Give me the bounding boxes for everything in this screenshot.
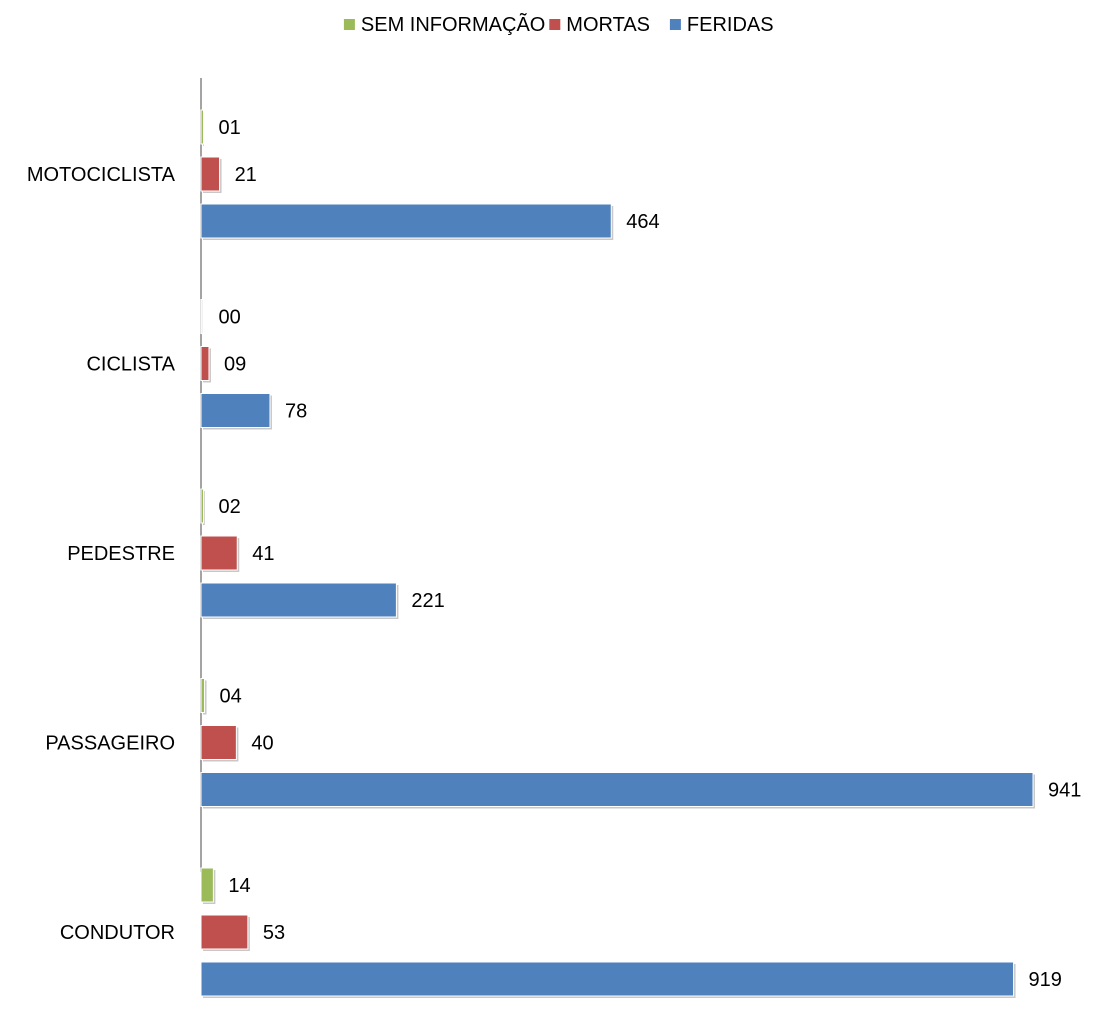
legend-label-mortas: MORTAS [566, 14, 650, 36]
bar-passageiro-mortas [200, 725, 237, 760]
data-label-motociclista-mortas: 21 [235, 164, 257, 186]
category-label-pedestre: PEDESTRE [67, 543, 175, 565]
data-label-passageiro-mortas: 40 [251, 733, 273, 755]
data-label-condutor-feridas: 919 [1029, 969, 1062, 991]
legend-swatch-feridas [669, 19, 681, 30]
legend-label-feridas: FERIDAS [687, 14, 774, 36]
bar-ciclista-mortas [200, 346, 210, 381]
data-label-ciclista-feridas: 78 [285, 401, 307, 423]
data-label-passageiro-feridas: 941 [1048, 780, 1081, 802]
category-label-motociclista: MOTOCICLISTA [27, 164, 176, 186]
bar-ciclista-feridas [200, 393, 271, 428]
data-label-motociclista-feridas: 464 [626, 211, 659, 233]
data-label-pedestre-feridas: 221 [411, 590, 444, 612]
data-labels: 01 21 464 00 09 78 02 41 221 04 40 941 14 53 919 [219, 117, 1082, 991]
legend-swatch-sem-informacao [343, 19, 355, 30]
bar-ciclista-sem-informacao [200, 299, 204, 334]
bar-passageiro-feridas [200, 772, 1034, 807]
bar-motociclista-mortas [200, 156, 221, 192]
bar-pedestre-feridas [200, 582, 397, 618]
data-label-pedestre-mortas: 41 [252, 543, 274, 565]
bar-pedestre-mortas [200, 535, 238, 571]
bar-condutor-mortas [200, 914, 249, 950]
bars [200, 109, 1035, 998]
bar-motociclista-sem-informacao [200, 109, 204, 145]
data-label-ciclista-mortas: 09 [224, 354, 246, 376]
bar-condutor-sem-informacao [200, 867, 214, 903]
data-label-passageiro-sem-informacao: 04 [220, 686, 242, 708]
bar-passageiro-sem-informacao [200, 678, 206, 713]
legend-label-sem-informacao: SEM INFORMAÇÃO [361, 12, 545, 36]
data-label-motociclista-sem-informacao: 01 [219, 117, 241, 139]
data-label-condutor-mortas: 53 [263, 922, 285, 944]
legend-swatch-mortas [549, 19, 561, 30]
category-label-ciclista: CICLISTA [86, 354, 175, 376]
category-label-passageiro: PASSAGEIRO [45, 733, 175, 755]
bar-pedestre-sem-informacao [200, 488, 204, 524]
category-labels: MOTOCICLISTA CICLISTA PEDESTRE PASSAGEIRO CO… [27, 164, 176, 944]
category-label-condutor: CONDUTOR [60, 922, 175, 944]
data-label-ciclista-sem-informacao: 00 [219, 307, 241, 329]
data-label-pedestre-sem-informacao: 02 [219, 496, 241, 518]
bar-condutor-feridas [200, 961, 1015, 997]
bar-motociclista-feridas [200, 203, 612, 239]
data-label-condutor-sem-informacao: 14 [228, 875, 250, 897]
legend: SEM INFORMAÇÃO MORTAS FERIDAS [343, 12, 774, 36]
